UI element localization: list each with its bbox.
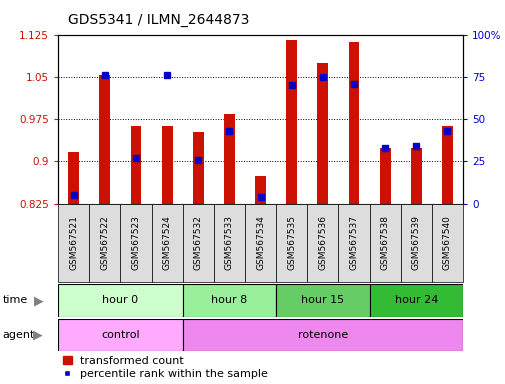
Bar (400, 204, 431, 282)
Bar (68, 152, 79, 204)
Text: hour 24: hour 24 (394, 295, 437, 306)
Bar (182, 284, 276, 317)
Bar (441, 126, 452, 204)
Bar (120, 204, 152, 282)
Bar (99, 75, 110, 204)
Bar (348, 42, 359, 204)
Bar (58, 319, 182, 351)
Text: GSM567537: GSM567537 (349, 215, 358, 270)
Bar (379, 148, 390, 204)
Bar (276, 284, 369, 317)
Text: GDS5341 / ILMN_2644873: GDS5341 / ILMN_2644873 (68, 13, 249, 27)
Bar (89, 204, 120, 282)
Bar (255, 176, 266, 204)
Text: GSM567523: GSM567523 (131, 215, 140, 270)
Text: ▶: ▶ (33, 329, 42, 341)
Bar (130, 126, 141, 204)
Bar (192, 132, 204, 204)
Bar (244, 204, 276, 282)
Bar (152, 204, 182, 282)
Bar (369, 284, 462, 317)
Bar (58, 284, 182, 317)
Text: GSM567521: GSM567521 (69, 215, 78, 270)
Text: GSM567532: GSM567532 (193, 215, 203, 270)
Bar (214, 204, 244, 282)
Text: hour 8: hour 8 (211, 295, 247, 306)
Text: rotenone: rotenone (297, 330, 347, 340)
Bar (58, 204, 89, 282)
Bar (162, 126, 172, 204)
Text: GSM567524: GSM567524 (162, 215, 171, 270)
Text: GSM567533: GSM567533 (225, 215, 233, 270)
Text: GSM567538: GSM567538 (380, 215, 389, 270)
Text: GSM567536: GSM567536 (318, 215, 327, 270)
Text: control: control (101, 330, 139, 340)
Text: time: time (3, 295, 28, 306)
Bar (276, 204, 307, 282)
Bar (317, 63, 328, 204)
Text: GSM567539: GSM567539 (411, 215, 420, 270)
Bar (182, 319, 462, 351)
Text: GSM567522: GSM567522 (100, 215, 109, 270)
Text: hour 15: hour 15 (300, 295, 344, 306)
Bar (307, 204, 338, 282)
Legend: transformed count, percentile rank within the sample: transformed count, percentile rank withi… (58, 351, 272, 384)
Bar (286, 40, 296, 204)
Bar (338, 204, 369, 282)
Text: GSM567540: GSM567540 (442, 215, 451, 270)
Text: hour 0: hour 0 (102, 295, 138, 306)
Text: agent: agent (3, 330, 35, 340)
Bar (431, 204, 462, 282)
Bar (410, 148, 421, 204)
Text: ▶: ▶ (34, 294, 44, 307)
Text: GSM567535: GSM567535 (287, 215, 295, 270)
Bar (369, 204, 400, 282)
Text: GSM567534: GSM567534 (256, 215, 265, 270)
Bar (224, 114, 234, 204)
Bar (182, 204, 214, 282)
